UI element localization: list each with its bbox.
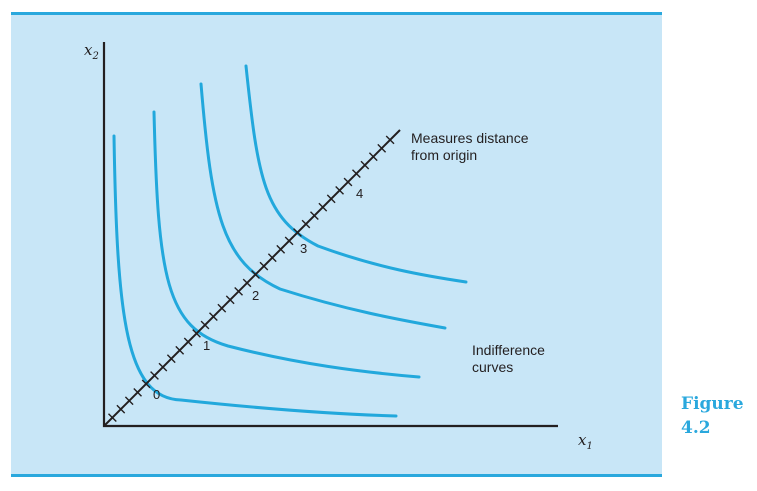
ray-tick (251, 270, 260, 279)
ray-tick (183, 337, 193, 347)
indifference-curve-2 (199, 82, 447, 330)
ray-tick (276, 244, 286, 254)
ray-tick (108, 413, 117, 422)
figure-caption: Figure 4.2 (681, 392, 751, 440)
ray-tick (267, 253, 277, 263)
distance-ray (103, 129, 401, 427)
ray-tick (310, 211, 319, 220)
ray-tick (368, 152, 378, 162)
bottom-rule (11, 474, 662, 477)
ray-tick (200, 320, 210, 330)
figure-caption-word: Figure (681, 394, 744, 414)
ray-tick (377, 143, 387, 153)
ray-label-line1: Measures distance (411, 130, 529, 146)
ray-tick (385, 135, 395, 145)
indifference-curve-0 (112, 134, 398, 418)
ray-tick (124, 396, 134, 406)
ray-tick (175, 345, 185, 355)
ray-label-line2: from origin (411, 147, 477, 163)
y-axis-label: x2 (84, 41, 99, 62)
ray-tick (284, 236, 294, 246)
figure-panel (11, 15, 662, 476)
ray-tick (360, 160, 370, 170)
curves-label-line1: Indifference (472, 342, 545, 358)
ray-tick (352, 169, 361, 178)
ray-tick (133, 388, 142, 397)
ray-tick (301, 219, 311, 229)
ray-ticks (108, 135, 395, 422)
ray-tick (150, 371, 159, 380)
ray-tick (217, 303, 227, 313)
ray-tick (116, 404, 126, 414)
indifference-curve-1 (152, 110, 421, 379)
ray-tick-label-4: 4 (356, 186, 363, 201)
indifference-curve-3 (244, 64, 468, 284)
ray-tick (234, 287, 243, 296)
top-rule (11, 12, 662, 15)
ray-tick (259, 261, 269, 271)
ray-tick (158, 362, 168, 372)
ray-tick-label-3: 3 (300, 241, 307, 256)
figure-caption-number: 4.2 (681, 418, 711, 438)
ray-tick-label-2: 2 (252, 288, 259, 303)
ray-tick (192, 329, 201, 338)
curves-label-line2: curves (472, 359, 513, 375)
ray-tick (166, 354, 176, 364)
x-axis-label: x1 (578, 431, 593, 452)
ray-tick (343, 177, 353, 187)
ray-tick (141, 379, 151, 389)
ray-tick (318, 202, 328, 212)
ray-tick (209, 312, 218, 321)
ray-tick-label-1: 1 (203, 338, 210, 353)
ray-tick (242, 278, 252, 288)
ray-tick (293, 228, 302, 237)
ray-tick (225, 295, 235, 305)
ray-tick (326, 194, 336, 204)
ray-tick (335, 186, 344, 195)
ray-tick-label-0: 0 (153, 387, 160, 402)
